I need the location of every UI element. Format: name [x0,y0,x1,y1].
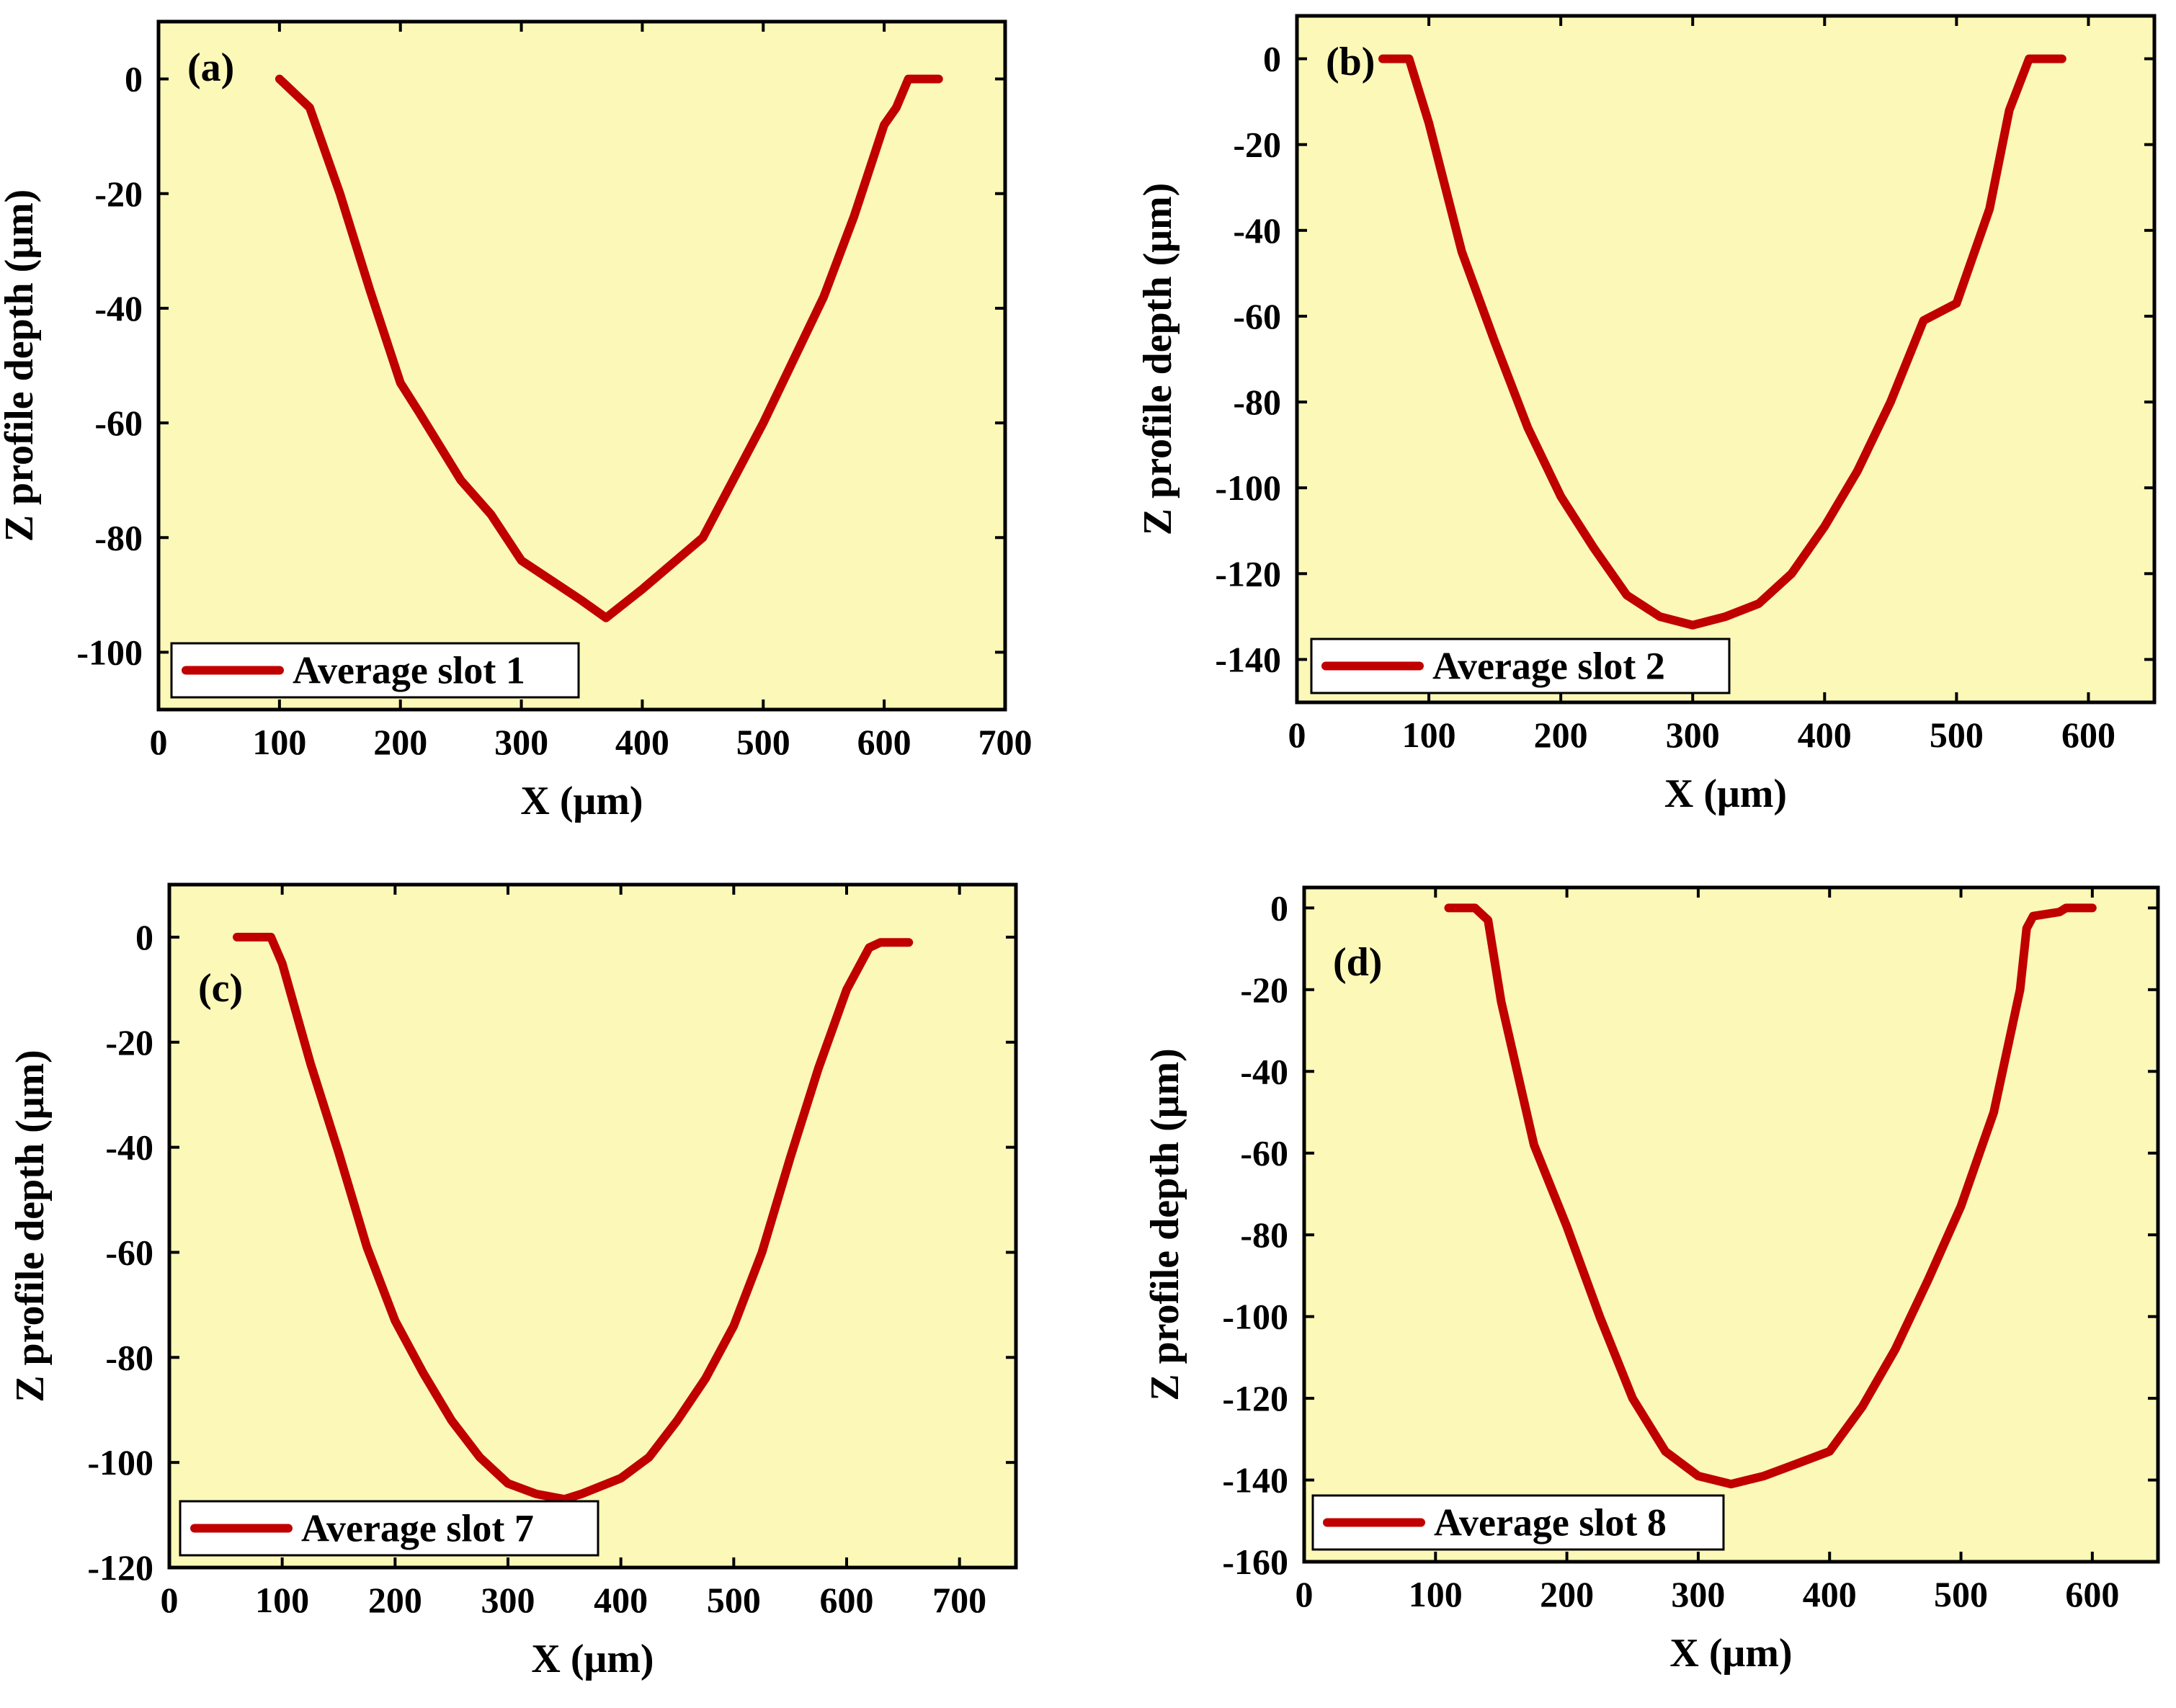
x-tick-label: 700 [932,1580,986,1620]
y-tick-label: 0 [1270,887,1288,928]
legend: Average slot 2 [1310,638,1731,694]
x-tick-label: 400 [1803,1574,1857,1614]
y-tick-label: -60 [1233,296,1281,336]
x-tick-label: 300 [1666,715,1720,755]
plot-area [1304,887,2158,1562]
x-tick-label: 600 [857,722,911,762]
x-axis-title: X (μm) [1664,772,1787,816]
legend-label: Average slot 7 [301,1507,534,1550]
y-tick-label: -120 [1222,1378,1288,1418]
legend-label: Average slot 1 [293,649,525,692]
y-tick-label: -100 [1215,468,1281,508]
series-line-1 [275,74,943,622]
y-tick-label: -100 [76,632,143,672]
series-line-1 [1444,903,2097,1489]
x-tick-label: 100 [1409,1574,1463,1614]
x-tick-label: 300 [494,722,548,762]
x-tick-label: 500 [1934,1574,1988,1614]
y-tick-label: -20 [94,174,143,214]
y-tick-label: -20 [1233,125,1281,165]
y-tick-label: -20 [1240,970,1288,1010]
plot-frame [1295,14,2157,705]
x-axis-title: X (μm) [1669,1631,1792,1676]
plot-area [1297,16,2154,702]
chart-panel-4: 0 100 200 300 400 500 600 0 -20 -40 -60 -80 -100 -120… [1143,885,2160,1676]
x-tick-label: 300 [1671,1574,1725,1614]
y-tick-label: -100 [87,1442,153,1483]
chart-panel-2: 0 100 200 300 400 500 600 0 -20 -40 -60 -80 -100 -120… [1136,14,2157,816]
legend-label: Average slot 2 [1432,645,1665,688]
y-tick-label: -80 [1233,382,1281,422]
x-tick-label: 100 [252,722,306,762]
x-tick-label: 0 [161,1580,179,1620]
y-tick-label: -60 [94,403,143,443]
x-tick-label: 200 [1534,715,1588,755]
plot-frame [156,19,1007,712]
legend: Average slot 8 [1311,1494,1725,1551]
x-tick-label: 400 [594,1580,648,1620]
x-tick-label: 500 [1930,715,1984,755]
y-tick-label: -80 [94,517,143,558]
chart-panel-3: 0 100 200 300 400 500 600 700 0 -20 -40 -60 -80 -100 -… [8,882,1018,1681]
x-tick-label: 400 [1798,715,1852,755]
y-tick-label: -40 [1240,1051,1288,1091]
y-tick-label: -140 [1222,1460,1288,1501]
x-tick-label: 100 [255,1580,309,1620]
plot-area [169,885,1016,1568]
y-tick-label: 0 [135,917,153,957]
x-axis-title: X (μm) [520,779,643,823]
series-line-1 [233,932,914,1504]
y-tick-label: -40 [1233,210,1281,251]
y-axis-title: Z profile depth (μm) [1136,183,1180,536]
x-tick-label: 500 [707,1580,761,1620]
y-tick-label: 0 [1263,39,1281,79]
x-tick-label: 200 [368,1580,422,1620]
chart-panel-1: 0 100 200 300 400 500 600 700 0 -20 -40 -60 -80 -100 (… [0,19,1033,823]
panel-label: (b) [1326,40,1375,84]
x-tick-label: 600 [2065,1574,2119,1614]
y-tick-label: -120 [1215,553,1281,594]
y-axis-title: Z profile depth (μm) [1143,1048,1187,1401]
y-tick-label: -60 [105,1232,153,1272]
x-tick-label: 300 [481,1580,535,1620]
y-tick-label: -100 [1222,1297,1288,1337]
x-tick-label: 0 [1288,715,1306,755]
x-tick-label: 500 [736,722,790,762]
x-tick-label: 0 [150,722,168,762]
y-tick-label: -20 [105,1022,153,1063]
x-tick-label: 400 [615,722,669,762]
y-tick-label: -140 [1215,639,1281,679]
y-axis-title: Z profile depth (μm) [0,189,42,542]
x-tick-label: 0 [1296,1574,1314,1614]
y-tick-label: -80 [1240,1215,1288,1255]
series-line-1 [1378,54,2066,630]
legend: Average slot 1 [170,642,580,699]
y-tick-label: -40 [94,288,143,328]
x-tick-label: 200 [373,722,427,762]
panel-label: (a) [187,45,234,90]
plot-area [159,22,1005,710]
y-tick-label: -160 [1222,1542,1288,1582]
y-axis-title: Z profile depth (μm) [8,1050,53,1403]
y-tick-label: -120 [87,1547,153,1588]
legend: Average slot 7 [179,1500,599,1557]
legend-label: Average slot 8 [1434,1501,1667,1544]
x-tick-label: 600 [2061,715,2115,755]
y-tick-label: 0 [125,59,143,99]
y-tick-label: -80 [105,1337,153,1377]
y-tick-label: -40 [105,1127,153,1168]
x-tick-label: 200 [1540,1574,1594,1614]
x-tick-label: 600 [820,1580,874,1620]
panel-label: (d) [1333,940,1382,985]
y-tick-label: -60 [1240,1133,1288,1173]
x-tick-label: 700 [978,722,1033,762]
x-tick-label: 100 [1402,715,1456,755]
plot-frame [167,882,1018,1570]
x-axis-title: X (μm) [531,1637,654,1681]
panel-label: (c) [198,966,243,1011]
plot-frame [1302,885,2160,1564]
